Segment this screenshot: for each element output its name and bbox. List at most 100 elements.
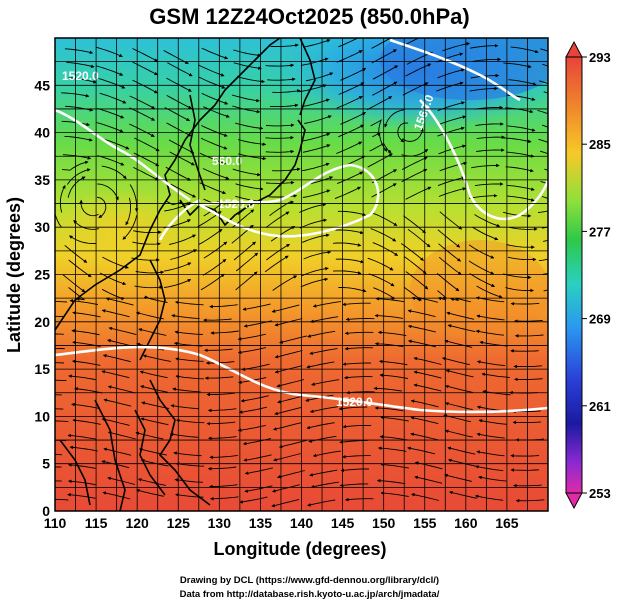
streamline — [445, 384, 473, 393]
streamline — [101, 165, 127, 180]
streamline — [445, 402, 473, 411]
streamline — [265, 135, 294, 140]
streamline — [265, 63, 295, 68]
streamline — [136, 488, 164, 497]
streamline — [336, 141, 363, 154]
streamline — [134, 137, 160, 152]
streamline — [300, 57, 329, 66]
streamline — [302, 233, 330, 243]
streamline — [366, 96, 393, 111]
streamline — [472, 226, 499, 241]
streamline — [513, 364, 543, 369]
streamline — [304, 115, 332, 124]
streamline — [66, 168, 91, 185]
streamline — [471, 163, 500, 169]
streamline — [174, 330, 203, 335]
streamline — [231, 94, 260, 103]
streamline — [170, 404, 199, 410]
streamline — [68, 77, 97, 84]
streamline — [137, 478, 166, 486]
x-tick-label: 115 — [85, 515, 108, 531]
streamline — [506, 244, 535, 249]
streamline — [244, 467, 273, 475]
streamline — [438, 115, 467, 125]
streamline — [469, 86, 499, 92]
streamline — [278, 439, 307, 449]
streamline — [344, 331, 374, 335]
streamline — [62, 274, 86, 293]
streamline — [340, 67, 367, 81]
streamline — [337, 171, 364, 185]
streamline — [302, 132, 331, 142]
streamline — [277, 470, 305, 479]
streamline — [274, 350, 303, 359]
contour-label: 1520.0 — [336, 395, 373, 409]
streamline — [199, 152, 227, 165]
streamline — [274, 406, 303, 416]
y-tick-label: 30 — [34, 219, 50, 235]
streamline — [66, 61, 95, 68]
streamline — [367, 257, 394, 271]
streamline — [266, 243, 291, 261]
streamline — [510, 454, 539, 458]
streamline — [336, 95, 363, 109]
streamline — [468, 260, 495, 275]
streamline — [129, 184, 139, 212]
streamline — [446, 311, 475, 320]
streamline — [233, 49, 262, 58]
streamline — [141, 401, 170, 409]
streamline — [377, 330, 407, 337]
streamline — [270, 226, 296, 242]
streamline — [69, 445, 98, 452]
streamline — [203, 318, 232, 322]
streamline — [437, 68, 465, 79]
streamline — [437, 126, 465, 137]
streamline — [478, 475, 507, 482]
streamline — [166, 122, 192, 137]
streamline — [444, 429, 473, 438]
streamline — [510, 301, 540, 306]
streamline — [379, 373, 408, 379]
streamline — [342, 362, 372, 366]
plot-frame — [54, 37, 549, 512]
streamline — [202, 168, 230, 180]
streamline — [310, 481, 339, 489]
streamline — [272, 89, 301, 93]
streamline — [200, 137, 228, 150]
streamline — [237, 333, 266, 341]
colorbar: 293 285 277 269 261 253 — [565, 40, 611, 510]
streamline — [279, 335, 307, 344]
streamline — [506, 195, 535, 202]
streamline — [101, 288, 125, 301]
contour-label: 1520.0 — [62, 69, 99, 83]
streamline — [135, 431, 164, 440]
streamline — [55, 379, 67, 382]
colorbar-tick-label: 285 — [589, 137, 611, 152]
streamline — [61, 92, 90, 98]
streamline — [414, 475, 443, 484]
streamline — [202, 259, 227, 276]
streamline — [268, 194, 298, 198]
streamline — [540, 180, 548, 185]
streamline — [169, 432, 199, 438]
streamline — [413, 370, 442, 379]
streamline — [55, 480, 62, 482]
footer-credit-drawing: Drawing by DCL (https://www.gfd-dennou.o… — [179, 575, 440, 586]
x-tick-label: 160 — [454, 515, 478, 531]
streamline — [107, 431, 136, 440]
y-tick-label: 0 — [42, 503, 50, 519]
streamline — [74, 387, 103, 394]
streamline — [344, 346, 374, 351]
streamline — [469, 43, 499, 49]
streamline — [402, 38, 420, 47]
streamline — [236, 76, 265, 84]
streamline — [276, 379, 305, 388]
streamline — [101, 370, 130, 379]
streamline — [96, 122, 124, 133]
streamline — [402, 82, 429, 96]
streamline — [203, 241, 228, 259]
streamline — [270, 43, 299, 48]
streamline — [540, 48, 548, 52]
streamline — [99, 272, 127, 286]
